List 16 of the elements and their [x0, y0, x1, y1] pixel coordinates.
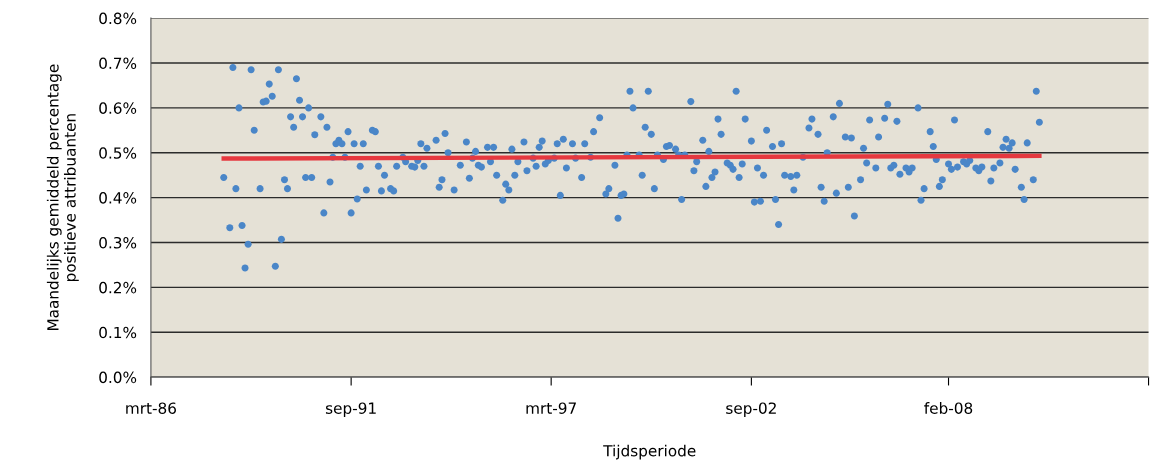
- y-tick-label: 0.1%: [99, 326, 137, 339]
- y-tick-label: 0.4%: [99, 192, 137, 204]
- y-tick-label: 0.2%: [99, 281, 137, 294]
- y-tick-label: 0.3%: [99, 236, 137, 249]
- x-tick-label: mrt-97: [526, 402, 576, 414]
- x-tick-label: mrt-86: [126, 402, 177, 414]
- x-tick-label: sep-91: [325, 402, 376, 417]
- y-tick-label: 0.6%: [99, 102, 137, 114]
- y-axis-title: Maandelijks gemiddeld percentage positieve attribuanten: [46, 64, 79, 331]
- y-tick-label: 0.5%: [99, 147, 137, 159]
- x-axis-title: Tijdsperiode: [603, 444, 696, 460]
- y-tick-label: 0.8%: [99, 12, 137, 25]
- x-tick-label: feb-08: [924, 402, 973, 414]
- y-tick-label: 0.7%: [99, 57, 137, 70]
- y-tick-label: 0.0%: [99, 371, 137, 384]
- x-tick-label: sep-02: [726, 402, 776, 417]
